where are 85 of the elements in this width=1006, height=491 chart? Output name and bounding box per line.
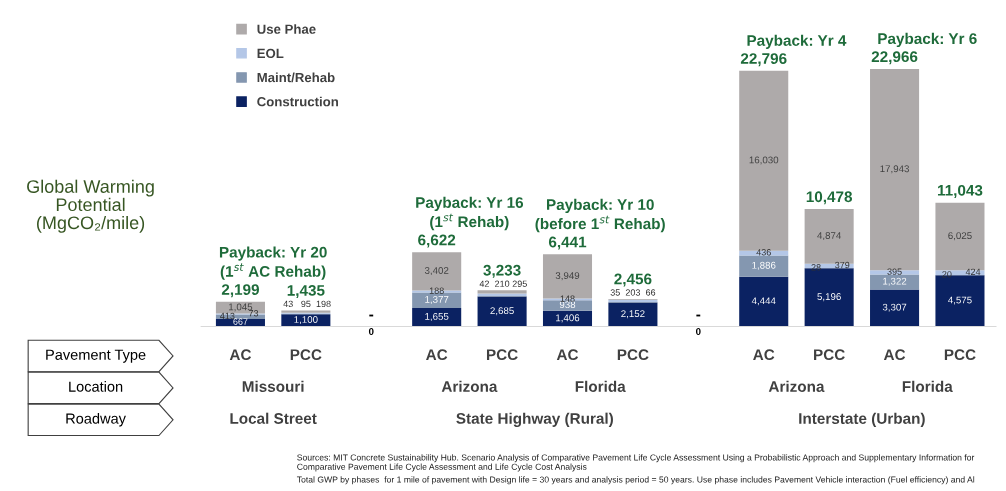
source-note: Sources: MIT Concrete Sustainability Hub. Scenario Analysis of Comparative Pavement Life Cycle Assessment Using a Probabilistic Approach and Supplementary Information for Comparative Pavement Life Cycle Assessment and Life Cycle Cost Analysis <box>297 454 975 472</box>
data-label: 43 <box>283 300 293 308</box>
total-label: 11,043 <box>937 184 983 198</box>
legend-label: Construction <box>257 96 338 107</box>
legend-label: EOL <box>257 48 284 59</box>
data-label: 938 <box>559 301 576 309</box>
data-label: 66 <box>646 289 656 296</box>
data-label: 148 <box>560 295 575 302</box>
data-label: 1,100 <box>294 316 318 325</box>
data-label: 1,655 <box>425 312 449 321</box>
total-label: 22,966 <box>871 51 918 65</box>
text: State Highway (Rural) <box>456 412 613 427</box>
text: Arizona <box>768 380 825 392</box>
data-label: 188 <box>429 287 444 294</box>
data-label: 3,307 <box>882 303 907 312</box>
data-label: 42 <box>479 280 489 287</box>
text: Pavement Type <box>46 349 146 363</box>
total-label: 6,441 <box>548 236 587 250</box>
annotation: Payback: Yr 20 (1$^{st}$ AC Rehab) <box>219 246 327 280</box>
data-label: 95 <box>301 300 311 308</box>
text: Location <box>69 381 123 392</box>
data-label: 210 <box>495 280 510 287</box>
data-label: 1,322 <box>883 277 907 286</box>
annotation: Payback: Yr 16 (1$^{st}$ Rehab) <box>416 196 524 231</box>
text: Payback: Yr 4 <box>747 34 847 49</box>
total-label: 10,478 <box>806 191 853 205</box>
legend-label: Maint/Rehab <box>257 72 335 83</box>
x-tick-label: AC <box>426 349 448 361</box>
data-label: 3,949 <box>555 272 580 281</box>
data-label: 667 <box>233 318 248 325</box>
text: 0 <box>696 328 701 335</box>
x-tick-label: AC <box>883 349 906 361</box>
data-label: 1,377 <box>425 295 449 304</box>
total-label: - <box>369 314 374 317</box>
data-label: 4,874 <box>817 232 842 241</box>
data-label: 295 <box>512 280 527 287</box>
text: Local Street <box>230 412 317 424</box>
data-label: 203 <box>625 289 641 296</box>
data-label: 2,152 <box>621 310 645 319</box>
data-label: 73 <box>248 310 259 317</box>
data-label: 1,045 <box>229 303 253 312</box>
x-tick-label: PCC <box>290 349 322 361</box>
x-tick-label: PCC <box>617 349 649 361</box>
total-label: 6,622 <box>418 234 456 248</box>
data-label: 379 <box>835 261 850 269</box>
data-label: 4,444 <box>751 297 776 306</box>
text: Missouri <box>242 380 304 392</box>
text: Payback: Yr 6 <box>878 32 977 48</box>
data-label: 4,575 <box>948 296 972 305</box>
data-label: 35 <box>610 289 620 296</box>
x-tick-label: AC <box>556 349 579 361</box>
annotation: Payback: Yr 10 (before 1$^{st}$ Rehab) <box>535 198 665 233</box>
data-label: 436 <box>756 249 771 256</box>
data-label: 3,402 <box>424 267 449 276</box>
y-axis-title: Global Warming Potential (MgCO₂/mile) <box>27 179 154 233</box>
data-label: 17,943 <box>880 165 909 174</box>
x-tick-label: AC <box>229 349 252 361</box>
data-label: 1,406 <box>556 314 580 323</box>
x-tick-label: PCC <box>814 349 845 361</box>
total-label: 2,199 <box>221 284 259 298</box>
text: Arizona <box>441 380 498 392</box>
total-label: 2,456 <box>614 273 652 287</box>
data-label: 5,196 <box>817 293 841 302</box>
data-label: 1,886 <box>752 261 776 270</box>
data-label: 413 <box>220 312 235 320</box>
text: Florida <box>902 380 953 392</box>
total-label: 22,796 <box>740 53 787 67</box>
text: 0 <box>368 328 374 335</box>
data-label: 395 <box>887 268 902 275</box>
x-tick-label: AC <box>753 349 775 361</box>
data-label: 424 <box>965 268 981 275</box>
text: Florida <box>575 380 626 392</box>
text: Interstate (Urban) <box>799 412 925 427</box>
total-label: - <box>696 314 701 317</box>
x-tick-label: PCC <box>944 349 976 361</box>
text: Total GWP by phases for 1 mile of pavement with Design life = 30 years and analysis period = 50 years. Use phase includes Pavement Vehicle interaction (Fuel efficiency) and Al <box>296 476 975 485</box>
text: Roadway <box>66 413 126 427</box>
data-label: 198 <box>316 300 331 308</box>
data-label: 6,025 <box>948 232 972 241</box>
total-label: 1,435 <box>287 284 325 299</box>
data-label: 2,685 <box>490 307 514 316</box>
total-label: 3,233 <box>483 264 521 278</box>
legend-label: Use Phae <box>257 24 316 34</box>
data-label: 16,030 <box>749 156 779 165</box>
x-tick-label: PCC <box>486 349 518 361</box>
